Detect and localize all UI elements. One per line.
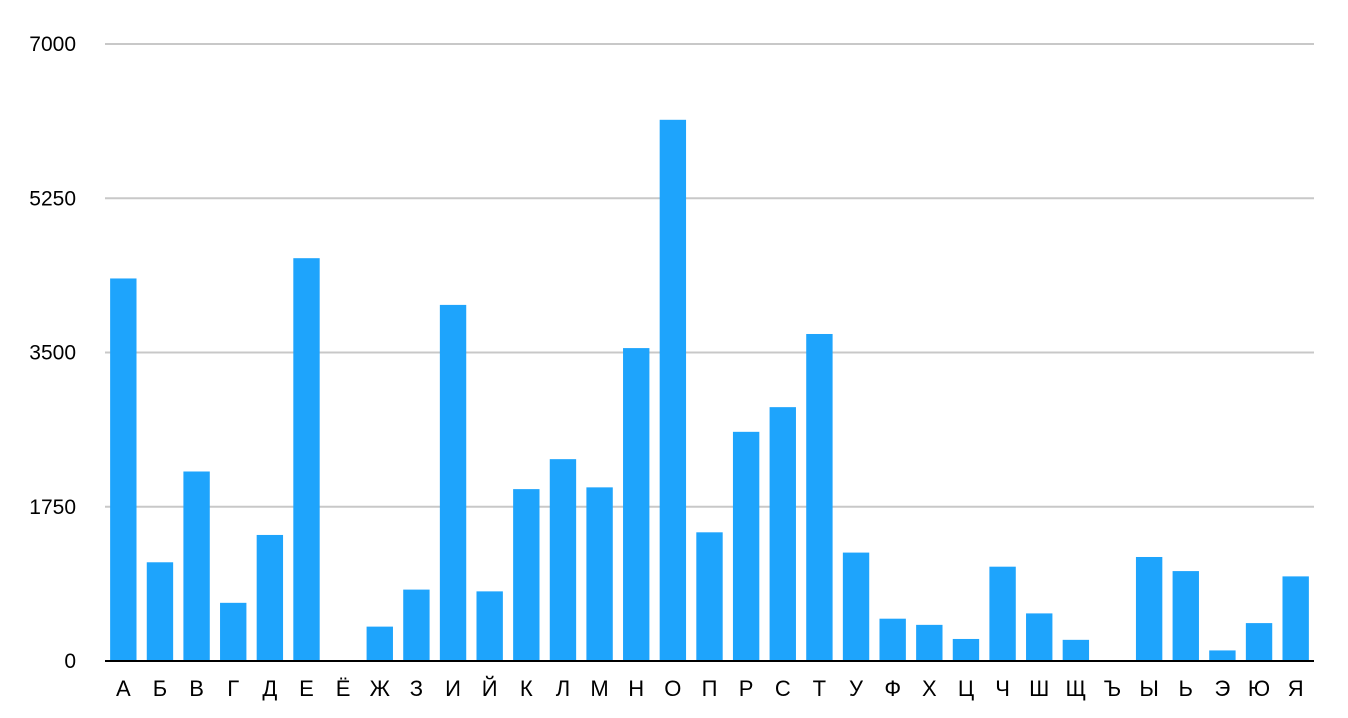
x-tick-label: Н <box>628 676 644 701</box>
bar-13 <box>549 459 577 661</box>
x-tick-label: Ь <box>1179 676 1193 701</box>
x-tick-label: Ы <box>1139 676 1158 701</box>
x-tick-label: И <box>445 676 461 701</box>
bar-24 <box>952 638 980 661</box>
bar-2 <box>146 562 174 661</box>
bar-15 <box>623 348 650 661</box>
bar-23 <box>916 624 943 661</box>
bar-31 <box>1209 650 1236 661</box>
y-tick-label: 0 <box>64 650 76 673</box>
x-tick-label: А <box>116 676 131 701</box>
bar-26 <box>1026 613 1053 661</box>
bar-4 <box>220 602 247 661</box>
x-tick-label: П <box>702 676 718 701</box>
x-tick-label: Я <box>1288 676 1304 701</box>
x-tick-label: Ё <box>336 676 351 701</box>
bar-9 <box>403 589 430 661</box>
x-tick-label: О <box>664 676 681 701</box>
x-tick-label: Т <box>813 676 826 701</box>
x-tick-label: Г <box>227 676 239 701</box>
bar-27 <box>1062 639 1090 661</box>
x-tick-label: К <box>520 676 533 701</box>
x-tick-label: С <box>775 676 791 701</box>
bar-32 <box>1245 623 1273 661</box>
bar-6 <box>293 258 320 661</box>
bar-30 <box>1172 571 1199 661</box>
bar-22 <box>879 618 906 661</box>
bar-19 <box>769 407 796 661</box>
bar-12 <box>513 489 540 661</box>
x-tick-label: Ш <box>1029 676 1049 701</box>
x-tick-label: Х <box>922 676 937 701</box>
x-tick-label: В <box>189 676 204 701</box>
bar-17 <box>696 532 723 661</box>
y-tick-labels: 0 1750 3500 5250 7000 <box>29 33 76 673</box>
bar-8 <box>366 626 393 661</box>
x-tick-label: Э <box>1215 676 1231 701</box>
gridlines <box>105 43 1314 508</box>
bar-16 <box>659 119 687 661</box>
x-tick-label: М <box>590 676 608 701</box>
bars <box>110 119 1309 661</box>
x-tick-label: Ж <box>370 676 391 701</box>
y-tick-label: 3500 <box>29 342 76 365</box>
x-tick-label: Щ <box>1066 676 1087 701</box>
y-tick-label: 7000 <box>29 33 76 56</box>
bar-21 <box>842 552 870 661</box>
bar-1 <box>110 278 137 661</box>
x-tick-label: Ч <box>995 676 1010 701</box>
bar-29 <box>1135 556 1163 661</box>
x-tick-label: З <box>410 676 423 701</box>
bar-3 <box>183 471 210 661</box>
bar-11 <box>476 591 503 661</box>
x-tick-label: Ф <box>884 676 901 701</box>
x-tick-label: Л <box>556 676 570 701</box>
x-tick-label: Ю <box>1248 676 1270 701</box>
bar-18 <box>732 431 760 661</box>
x-tick-label: Ъ <box>1104 676 1121 701</box>
x-tick-label: Б <box>153 676 167 701</box>
x-tick-label: Ц <box>958 676 974 701</box>
x-tick-label: Р <box>739 676 754 701</box>
bar-25 <box>989 566 1016 661</box>
x-tick-label: Д <box>262 676 277 701</box>
y-tick-label: 1750 <box>29 496 76 519</box>
bar-5 <box>256 534 284 661</box>
bar-10 <box>439 304 467 661</box>
bar-14 <box>586 487 613 661</box>
x-tick-label: Й <box>482 676 498 701</box>
x-tick-label: У <box>849 676 864 701</box>
y-tick-label: 5250 <box>29 187 76 210</box>
bar-33 <box>1282 576 1309 661</box>
x-tick-label: Е <box>299 676 314 701</box>
bar-20 <box>806 333 833 661</box>
